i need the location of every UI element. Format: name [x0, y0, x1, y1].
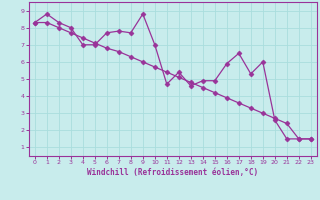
X-axis label: Windchill (Refroidissement éolien,°C): Windchill (Refroidissement éolien,°C) — [87, 168, 258, 177]
